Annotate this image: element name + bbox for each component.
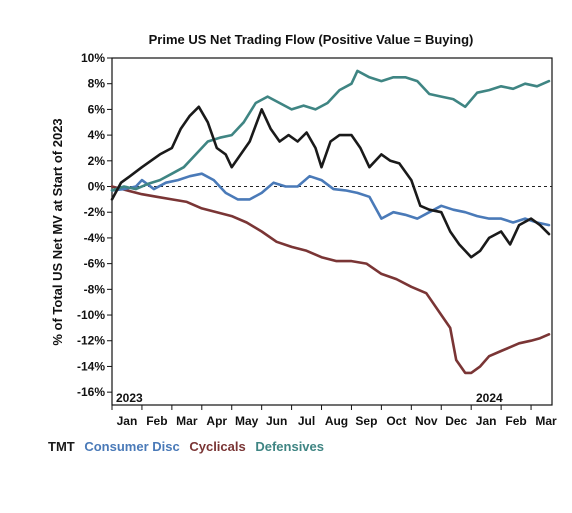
legend-item-tmt: TMT Consumer Disc Cyclicals Defensives (48, 439, 324, 454)
x-tick-label: Feb (505, 414, 526, 428)
series-line-tmt (110, 105, 551, 259)
legend-label-consumer-disc: Consumer Disc (84, 439, 179, 454)
legend-label-tmt: TMT (48, 439, 75, 454)
series-group (110, 69, 551, 375)
series-line-cyclicals (110, 185, 551, 375)
x-tick-label: Oct (386, 414, 406, 428)
x-tick-label: Sep (355, 414, 377, 428)
x-tick-label: Feb (146, 414, 167, 428)
x-tick-label: Mar (176, 414, 198, 428)
x-tick-label: Jun (266, 414, 287, 428)
y-tick-label: -12% (77, 334, 105, 348)
y-tick-label: -8% (84, 282, 106, 296)
y-tick-label: -2% (84, 205, 106, 219)
y-tick-label: -10% (77, 308, 105, 322)
series-line-consumer-disc (110, 172, 551, 227)
chart-title: Prime US Net Trading Flow (Positive Valu… (149, 32, 474, 47)
y-axis-label: % of Total US Net MV at Start of 2023 (50, 118, 65, 345)
x-tick-label: Nov (415, 414, 438, 428)
y-tick-label: 8% (88, 77, 106, 91)
x-tick-label: Jan (117, 414, 138, 428)
y-tick-label: 4% (88, 128, 106, 142)
y-tick-label: -16% (77, 385, 105, 399)
x-tick-label: Dec (445, 414, 467, 428)
x-tick-label: May (235, 414, 259, 428)
y-tick-label: -6% (84, 257, 106, 271)
plot-frame (111, 57, 553, 406)
x-tick-label: Jul (298, 414, 315, 428)
series-line-defensives (110, 69, 551, 192)
y-tick-label: 6% (88, 102, 106, 116)
y-tick-label: 2% (88, 154, 106, 168)
x-axis: Jan Feb Mar Apr May Jun Jul Aug Sep Oct Nov Dec Jan F… (111, 405, 557, 428)
y-tick-label: -4% (84, 231, 106, 245)
y-tick-label: 0% (88, 180, 106, 194)
x-tick-label: Mar (535, 414, 557, 428)
legend: TMT Consumer Disc Cyclicals Defensives (48, 439, 324, 454)
year-label-2023: 2023 (116, 391, 143, 405)
year-label-2024: 2024 (476, 391, 503, 405)
y-tick-label: -14% (77, 359, 105, 373)
x-tick-label: Apr (206, 414, 227, 428)
legend-label-defensives: Defensives (255, 439, 324, 454)
y-tick-label: 10% (81, 51, 105, 65)
legend-label-cyclicals: Cyclicals (189, 439, 245, 454)
x-tick-label: Aug (325, 414, 348, 428)
x-tick-label: Jan (476, 414, 497, 428)
y-axis: 10% 8% 6% 4% 2% 0% -2% -4% -6% -8% -10% -12% -14% -16… (77, 51, 112, 399)
